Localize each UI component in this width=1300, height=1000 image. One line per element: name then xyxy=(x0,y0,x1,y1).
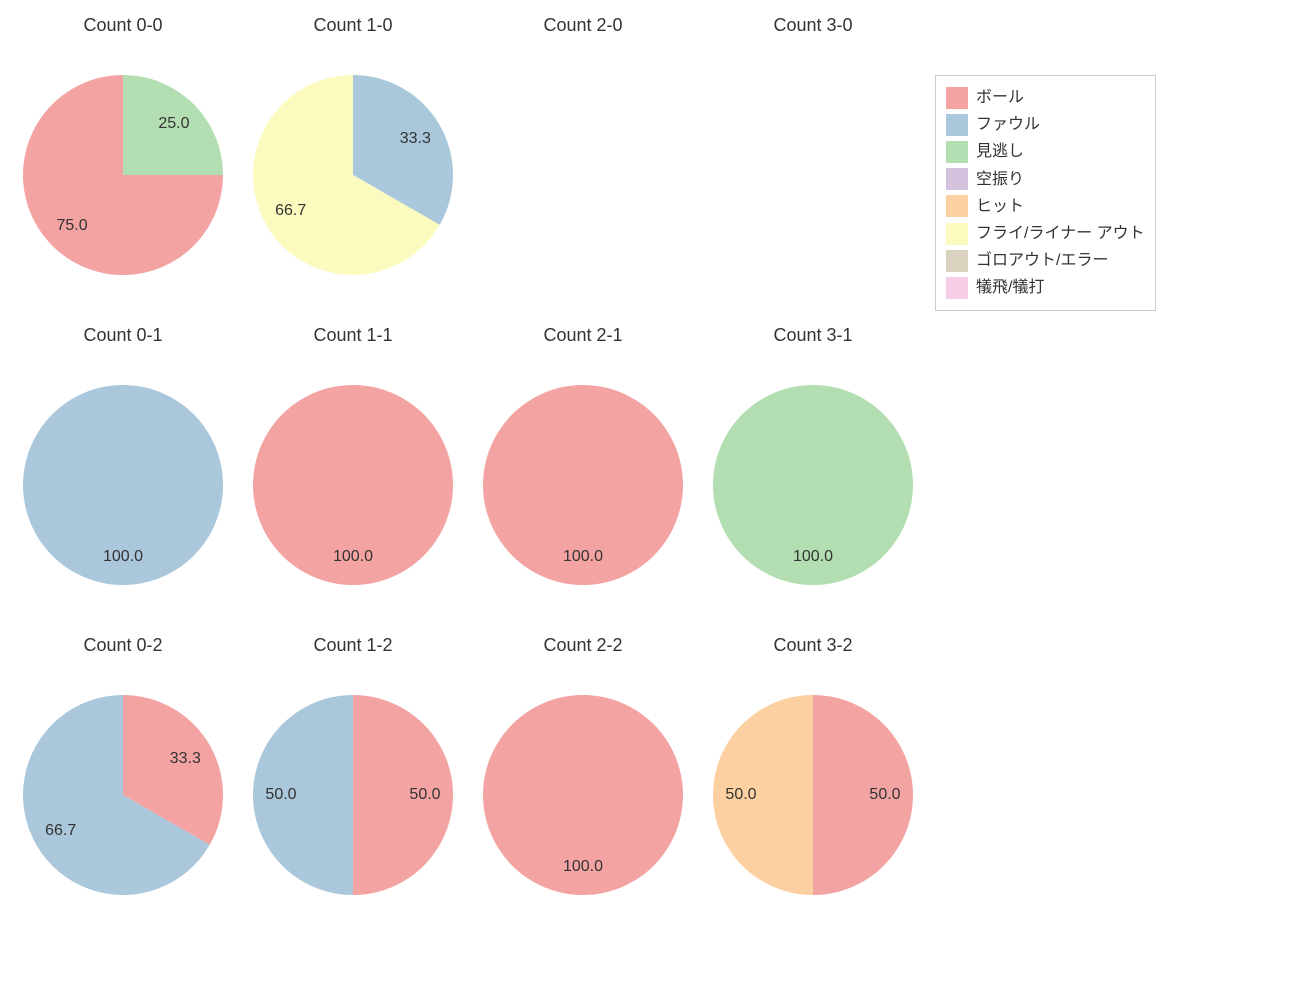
pie-title: Count 2-1 xyxy=(468,325,698,346)
slice-label: 50.0 xyxy=(725,786,756,804)
legend-label: 空振り xyxy=(976,166,1024,193)
slice-label: 25.0 xyxy=(158,115,189,133)
legend-label: ヒット xyxy=(976,193,1024,220)
legend-label: ボール xyxy=(976,84,1024,111)
pie-title: Count 3-0 xyxy=(698,15,928,36)
legend-swatch xyxy=(946,141,968,163)
slice-label: 50.0 xyxy=(265,786,296,804)
pie-cell: Count 3-2 50.0 50.0 xyxy=(698,625,928,935)
pie-title: Count 1-0 xyxy=(238,15,468,36)
pie-cell: Count 1-2 50.0 50.0 xyxy=(238,625,468,935)
pie-cell: Count 0-2 33.3 66.7 xyxy=(8,625,238,935)
legend-swatch xyxy=(946,87,968,109)
slice-label: 66.7 xyxy=(275,202,306,220)
legend-label: ゴロアウト/エラー xyxy=(976,247,1108,274)
pie-title: Count 1-2 xyxy=(238,635,468,656)
slice-label: 50.0 xyxy=(869,786,900,804)
pie-wrap: 50.0 50.0 xyxy=(713,695,913,895)
pie-wrap: 25.0 75.0 xyxy=(23,75,223,275)
legend-swatch xyxy=(946,277,968,299)
pie-title: Count 1-1 xyxy=(238,325,468,346)
slice-label: 100.0 xyxy=(793,548,833,566)
pie-title: Count 3-1 xyxy=(698,325,928,346)
pie-wrap: 100.0 xyxy=(483,695,683,895)
slice-label: 75.0 xyxy=(57,217,88,235)
legend-swatch xyxy=(946,195,968,217)
pie-cell: Count 3-0 xyxy=(698,5,928,315)
pie-title: Count 0-1 xyxy=(8,325,238,346)
legend-label: 犠飛/犠打 xyxy=(976,274,1044,301)
legend-item: 空振り xyxy=(946,166,1145,193)
legend-item: ボール xyxy=(946,84,1145,111)
pie-chart xyxy=(23,75,223,275)
pie-chart xyxy=(23,695,223,895)
pie-cell: Count 2-2 100.0 xyxy=(468,625,698,935)
pie-cell: Count 3-1 100.0 xyxy=(698,315,928,625)
legend: ボールファウル見逃し空振りヒットフライ/ライナー アウトゴロアウト/エラー犠飛/… xyxy=(935,75,1156,311)
chart-grid: Count 0-025.075.0Count 1-033.366.7Count … xyxy=(0,0,1300,1000)
pie-title: Count 0-2 xyxy=(8,635,238,656)
pie-cell: Count 0-1 100.0 xyxy=(8,315,238,625)
pie-wrap: 33.3 66.7 xyxy=(23,695,223,895)
pie-wrap: 50.0 50.0 xyxy=(253,695,453,895)
legend-item: フライ/ライナー アウト xyxy=(946,220,1145,247)
slice-label: 100.0 xyxy=(563,548,603,566)
pie-wrap: 33.3 66.7 xyxy=(253,75,453,275)
pie-title: Count 3-2 xyxy=(698,635,928,656)
legend-label: 見逃し xyxy=(976,138,1024,165)
legend-item: ゴロアウト/エラー xyxy=(946,247,1145,274)
slice-label: 100.0 xyxy=(103,548,143,566)
pie-cell: Count 1-0 33.3 66.7 xyxy=(238,5,468,315)
slice-label: 33.3 xyxy=(400,130,431,148)
slice-label: 33.3 xyxy=(170,750,201,768)
legend-item: 見逃し xyxy=(946,138,1145,165)
pie-chart xyxy=(253,75,453,275)
pie-wrap: 100.0 xyxy=(713,385,913,585)
legend-item: 犠飛/犠打 xyxy=(946,274,1145,301)
slice-label: 100.0 xyxy=(563,858,603,876)
pie-wrap: 100.0 xyxy=(483,385,683,585)
pie-wrap: 100.0 xyxy=(253,385,453,585)
slice-label: 50.0 xyxy=(409,786,440,804)
pie-cell: Count 0-0 25.0 75.0 xyxy=(8,5,238,315)
pie-cell: Count 1-1 100.0 xyxy=(238,315,468,625)
legend-label: ファウル xyxy=(976,111,1040,138)
legend-item: ファウル xyxy=(946,111,1145,138)
legend-swatch xyxy=(946,168,968,190)
legend-swatch xyxy=(946,114,968,136)
slice-label: 66.7 xyxy=(45,822,76,840)
slice-label: 100.0 xyxy=(333,548,373,566)
pie-title: Count 0-0 xyxy=(8,15,238,36)
legend-swatch xyxy=(946,250,968,272)
pie-wrap: 100.0 xyxy=(23,385,223,585)
pie-title: Count 2-2 xyxy=(468,635,698,656)
pie-title: Count 2-0 xyxy=(468,15,698,36)
legend-item: ヒット xyxy=(946,193,1145,220)
pie-cell: Count 2-0 xyxy=(468,5,698,315)
legend-swatch xyxy=(946,223,968,245)
legend-label: フライ/ライナー アウト xyxy=(976,220,1145,247)
pie-cell: Count 2-1 100.0 xyxy=(468,315,698,625)
